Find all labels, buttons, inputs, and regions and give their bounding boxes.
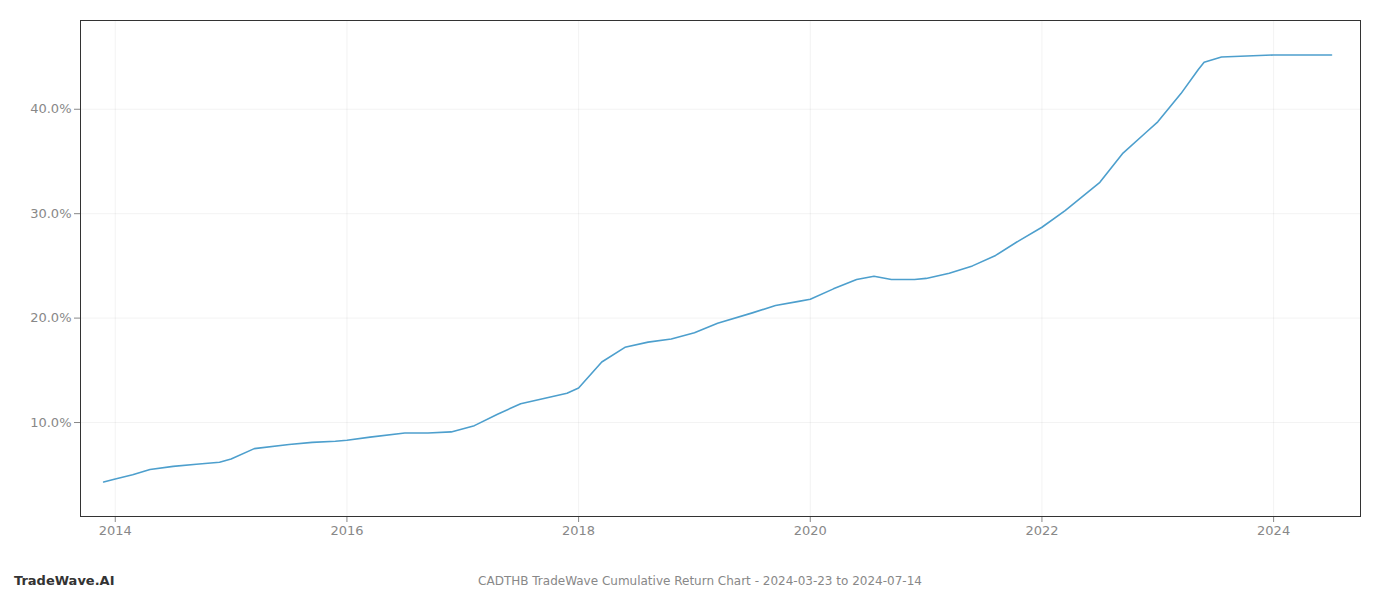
svg-text:30.0%: 30.0% <box>30 206 71 221</box>
svg-text:2020: 2020 <box>794 523 827 538</box>
svg-text:40.0%: 40.0% <box>30 101 71 116</box>
svg-text:2024: 2024 <box>1257 523 1290 538</box>
svg-text:2022: 2022 <box>1025 523 1058 538</box>
svg-text:2016: 2016 <box>330 523 363 538</box>
svg-text:20.0%: 20.0% <box>30 310 71 325</box>
svg-text:2014: 2014 <box>99 523 132 538</box>
svg-text:10.0%: 10.0% <box>30 415 71 430</box>
html-text:TradeWave.AI: TradeWave.AI <box>14 573 115 588</box>
svg-text:2018: 2018 <box>562 523 595 538</box>
html-text:CADTHB TradeWave Cumulative Re: CADTHB TradeWave Cumulative Return Chart… <box>478 574 922 588</box>
